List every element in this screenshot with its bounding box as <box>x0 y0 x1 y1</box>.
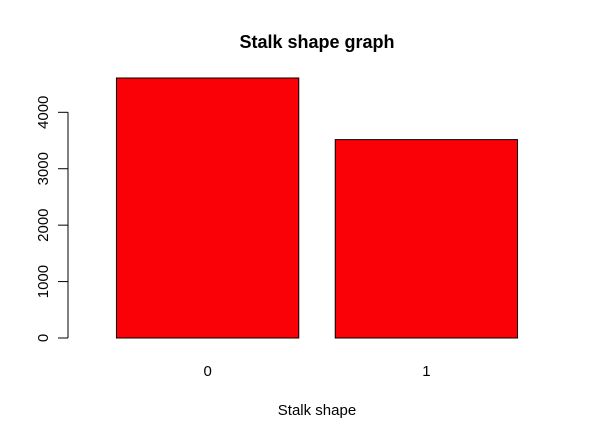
x-tick-label: 0 <box>203 363 211 380</box>
y-tick-label: 0 <box>35 334 52 342</box>
y-tick-label: 2000 <box>35 208 52 241</box>
y-tick-label: 1000 <box>35 265 52 298</box>
y-tick-label: 4000 <box>35 96 52 129</box>
x-tick-label: 1 <box>422 363 430 380</box>
bars-group <box>115 77 519 339</box>
y-tick-label: 3000 <box>35 152 52 185</box>
chart-title: Stalk shape graph <box>239 32 394 52</box>
bar-1 <box>334 139 519 339</box>
y-axis: 0 1000 2000 3000 4000 <box>35 96 69 342</box>
bar-0 <box>115 77 300 339</box>
x-axis-label: Stalk shape <box>278 402 356 419</box>
